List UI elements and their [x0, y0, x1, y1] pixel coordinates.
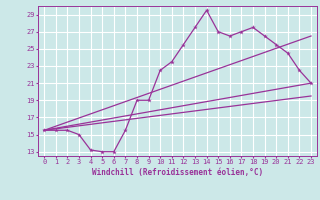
X-axis label: Windchill (Refroidissement éolien,°C): Windchill (Refroidissement éolien,°C)	[92, 168, 263, 177]
